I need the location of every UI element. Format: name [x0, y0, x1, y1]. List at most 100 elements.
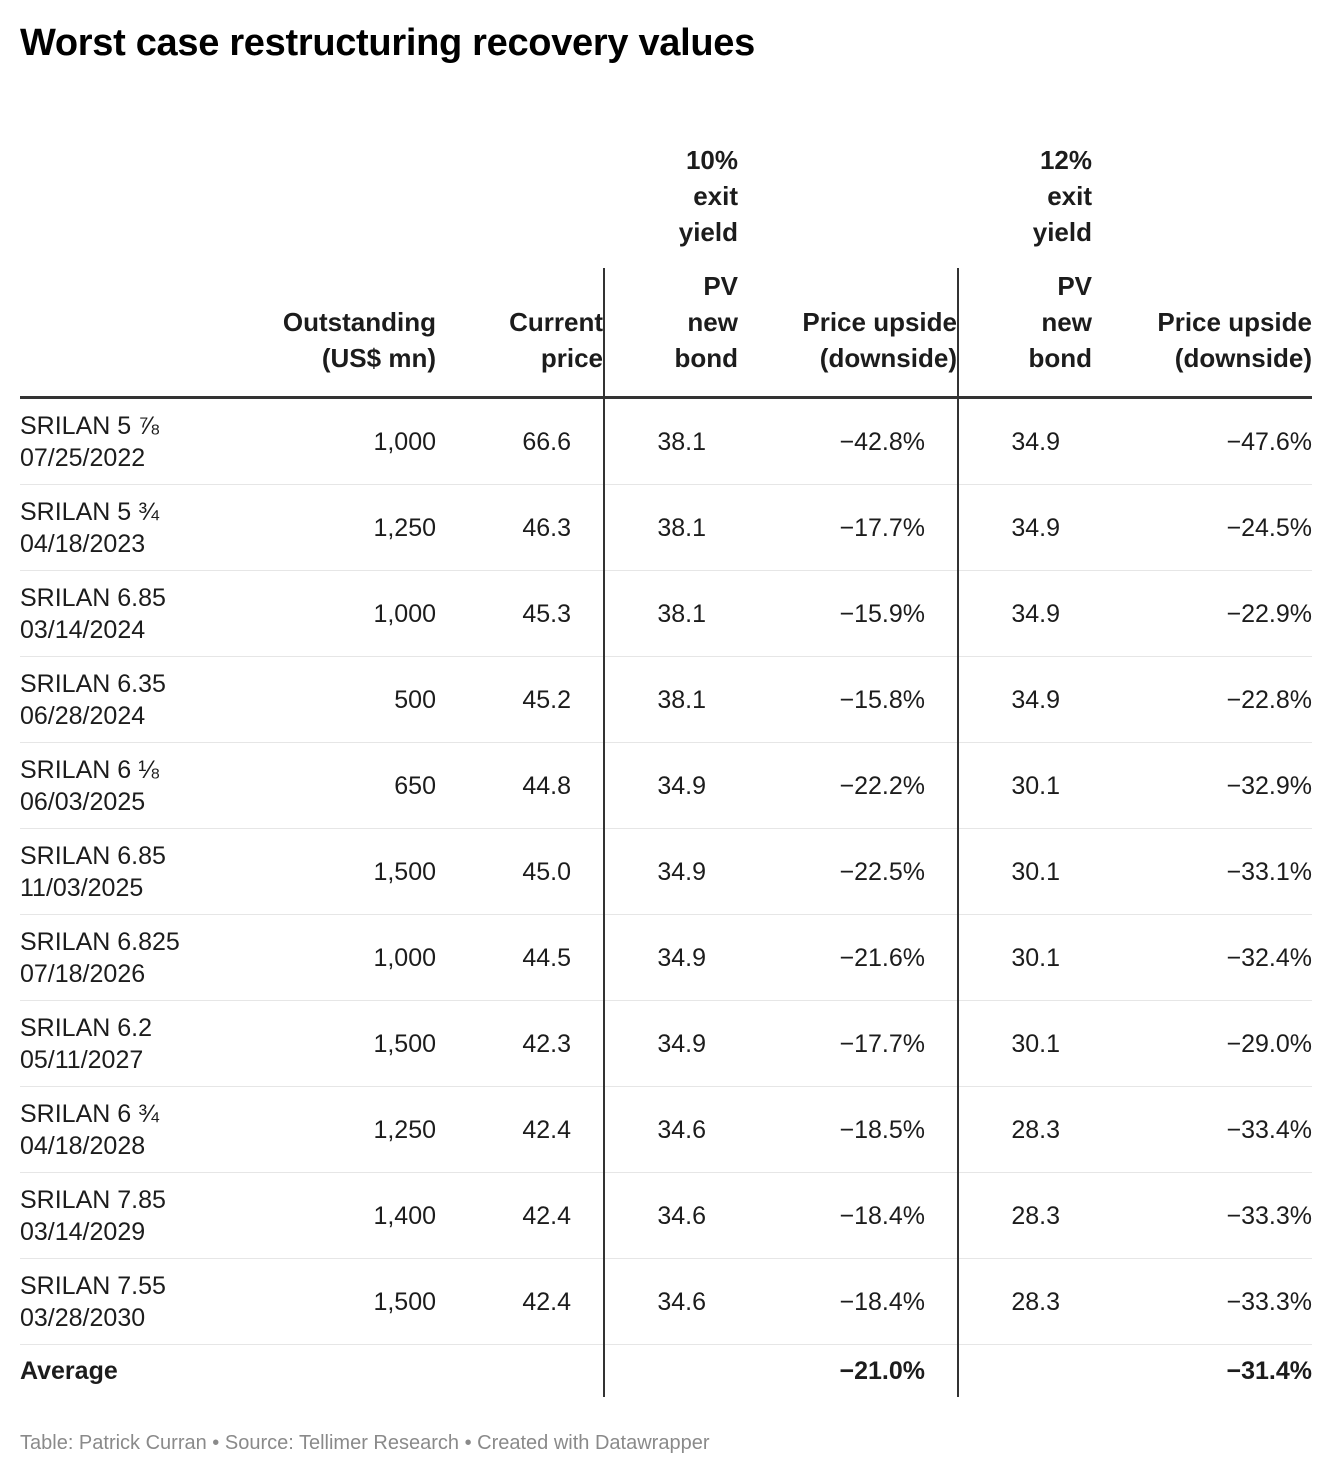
upside12-cell: −33.3% — [1092, 1172, 1312, 1259]
bond-maturity: 05/11/2027 — [20, 1045, 144, 1074]
outstanding-cell: 1,500 — [232, 1000, 436, 1087]
average-outstanding — [232, 1345, 436, 1398]
bond-maturity: 03/14/2024 — [20, 615, 146, 644]
upside10-cell: −15.9% — [738, 570, 958, 657]
column-header-pv10: PV new bond — [603, 268, 738, 399]
current-price-cell: 44.5 — [436, 914, 604, 1001]
pv12-cell: 30.1 — [957, 828, 1092, 915]
column-header-row: Outstanding (US$ mn) Current price PV ne… — [20, 268, 1312, 399]
table-row: SRILAN 6.825 07/18/2026 1,000 44.5 34.9 −21.6… — [20, 914, 1312, 1001]
table-body: SRILAN 5 ⅞ 07/25/2022 1,000 66.6 38.1 −42.8% 3… — [20, 397, 1313, 1398]
outstanding-cell: 1,400 — [232, 1172, 436, 1259]
pv10-cell: 34.9 — [603, 742, 738, 829]
bond-cell: SRILAN 6.825 07/18/2026 — [20, 914, 232, 1001]
upside10-cell: −15.8% — [738, 656, 958, 743]
current-price-cell: 44.8 — [436, 742, 604, 829]
table-row: SRILAN 7.85 03/14/2029 1,400 42.4 34.6 −18.4%… — [20, 1172, 1312, 1259]
average-label: Average — [20, 1357, 118, 1385]
pv12-cell: 28.3 — [957, 1086, 1092, 1173]
bond-cell: SRILAN 7.85 03/14/2029 — [20, 1172, 232, 1259]
outstanding-cell: 1,250 — [232, 1086, 436, 1173]
current-price-cell: 45.0 — [436, 828, 604, 915]
pv10-cell: 34.9 — [603, 1000, 738, 1087]
column-header-upside10: Price upside (downside) — [738, 268, 958, 399]
chart-title: Worst case restructuring recovery values — [20, 22, 755, 64]
bond-cell: SRILAN 6.35 06/28/2024 — [20, 656, 232, 743]
column-header-current-price: Current price — [436, 268, 604, 399]
bond-cell: SRILAN 6 ¾ 04/18/2028 — [20, 1086, 232, 1173]
pv12-cell: 28.3 — [957, 1258, 1092, 1345]
bond-cell: SRILAN 6.85 11/03/2025 — [20, 828, 232, 915]
bond-maturity: 03/14/2029 — [20, 1217, 146, 1246]
pv10-cell: 38.1 — [603, 397, 738, 485]
pv12-cell: 28.3 — [957, 1172, 1092, 1259]
table-row: SRILAN 6.85 03/14/2024 1,000 45.3 38.1 −15.9%… — [20, 570, 1312, 657]
pv10-cell: 34.6 — [603, 1086, 738, 1173]
table-row: SRILAN 6 ¾ 04/18/2028 1,250 42.4 34.6 −18.5% 2… — [20, 1086, 1312, 1173]
outstanding-cell: 1,000 — [232, 397, 436, 485]
table-row: SRILAN 6 ⅛ 06/03/2025 650 44.8 34.9 −22.2% 30.… — [20, 742, 1312, 829]
bond-maturity: 11/03/2025 — [20, 873, 144, 902]
bond-cell: SRILAN 7.55 03/28/2030 — [20, 1258, 232, 1345]
pv12-cell: 34.9 — [957, 397, 1092, 485]
outstanding-cell: 1,000 — [232, 570, 436, 657]
column-header-upside12: Price upside (downside) — [1092, 268, 1312, 399]
pv10-cell: 38.1 — [603, 570, 738, 657]
bond-maturity: 04/18/2023 — [20, 529, 146, 558]
bond-cell: SRILAN 5 ⅞ 07/25/2022 — [20, 397, 232, 485]
bond-name: SRILAN 5 ⅞ — [20, 411, 159, 440]
bond-name: SRILAN 7.85 — [20, 1185, 166, 1214]
upside10-cell: −18.4% — [738, 1172, 958, 1259]
average-pv10 — [603, 1344, 738, 1397]
upside12-cell: −22.9% — [1092, 570, 1312, 657]
column-header-pv12: PV new bond — [957, 268, 1092, 399]
bond-name: SRILAN 6.35 — [20, 669, 166, 698]
outstanding-cell: 650 — [232, 742, 436, 829]
group-header-row: 10% exit yield 12% exit yield — [20, 118, 1312, 268]
average-row: Average −21.0% −31.4% — [20, 1344, 1313, 1398]
bond-maturity: 04/18/2028 — [20, 1131, 146, 1160]
group-header-10: 10% exit yield — [678, 145, 738, 247]
upside12-cell: −29.0% — [1092, 1000, 1312, 1087]
pv12-cell: 30.1 — [957, 1000, 1092, 1087]
average-upside10: −21.0% — [839, 1357, 926, 1385]
outstanding-cell: 1,500 — [232, 828, 436, 915]
upside12-cell: −33.4% — [1092, 1086, 1312, 1173]
bond-maturity: 03/28/2030 — [20, 1303, 146, 1332]
footer-credit: Table: Patrick Curran • Source: Tellimer… — [20, 1432, 710, 1454]
column-header-outstanding: Outstanding (US$ mn) — [232, 268, 436, 399]
bond-maturity: 06/03/2025 — [20, 787, 146, 816]
outstanding-cell: 1,250 — [232, 484, 436, 571]
column-header-bond — [20, 268, 232, 399]
pv10-cell: 38.1 — [603, 484, 738, 571]
bond-name: SRILAN 6.825 — [20, 927, 180, 956]
pv10-cell: 34.6 — [603, 1172, 738, 1259]
upside12-cell: −33.3% — [1092, 1258, 1312, 1345]
bond-maturity: 07/25/2022 — [20, 443, 146, 472]
average-pv12 — [957, 1344, 1092, 1397]
bond-maturity: 07/18/2026 — [20, 959, 146, 988]
current-price-cell: 45.3 — [436, 570, 604, 657]
outstanding-cell: 1,500 — [232, 1258, 436, 1345]
bond-name: SRILAN 6.2 — [20, 1013, 153, 1042]
table-row: SRILAN 6.35 06/28/2024 500 45.2 38.1 −15.8% 34… — [20, 656, 1312, 743]
bond-name: SRILAN 6.85 — [20, 841, 166, 870]
outstanding-cell: 500 — [232, 656, 436, 743]
upside10-cell: −17.7% — [738, 484, 958, 571]
upside10-cell: −18.5% — [738, 1086, 958, 1173]
pv12-cell: 30.1 — [957, 914, 1092, 1001]
bond-cell: SRILAN 6.85 03/14/2024 — [20, 570, 232, 657]
current-price-cell: 46.3 — [436, 484, 604, 571]
upside10-cell: −22.5% — [738, 828, 958, 915]
upside12-cell: −32.9% — [1092, 742, 1312, 829]
bond-name: SRILAN 6 ⅛ — [20, 755, 159, 784]
pv10-cell: 38.1 — [603, 656, 738, 743]
bond-cell: SRILAN 5 ¾ 04/18/2023 — [20, 484, 232, 571]
bond-name: SRILAN 6 ¾ — [20, 1099, 159, 1128]
table-row: SRILAN 6.85 11/03/2025 1,500 45.0 34.9 −22.5%… — [20, 828, 1312, 915]
average-upside12: −31.4% — [1226, 1357, 1313, 1385]
pv12-cell: 34.9 — [957, 570, 1092, 657]
pv12-cell: 34.9 — [957, 484, 1092, 571]
upside12-cell: −33.1% — [1092, 828, 1312, 915]
